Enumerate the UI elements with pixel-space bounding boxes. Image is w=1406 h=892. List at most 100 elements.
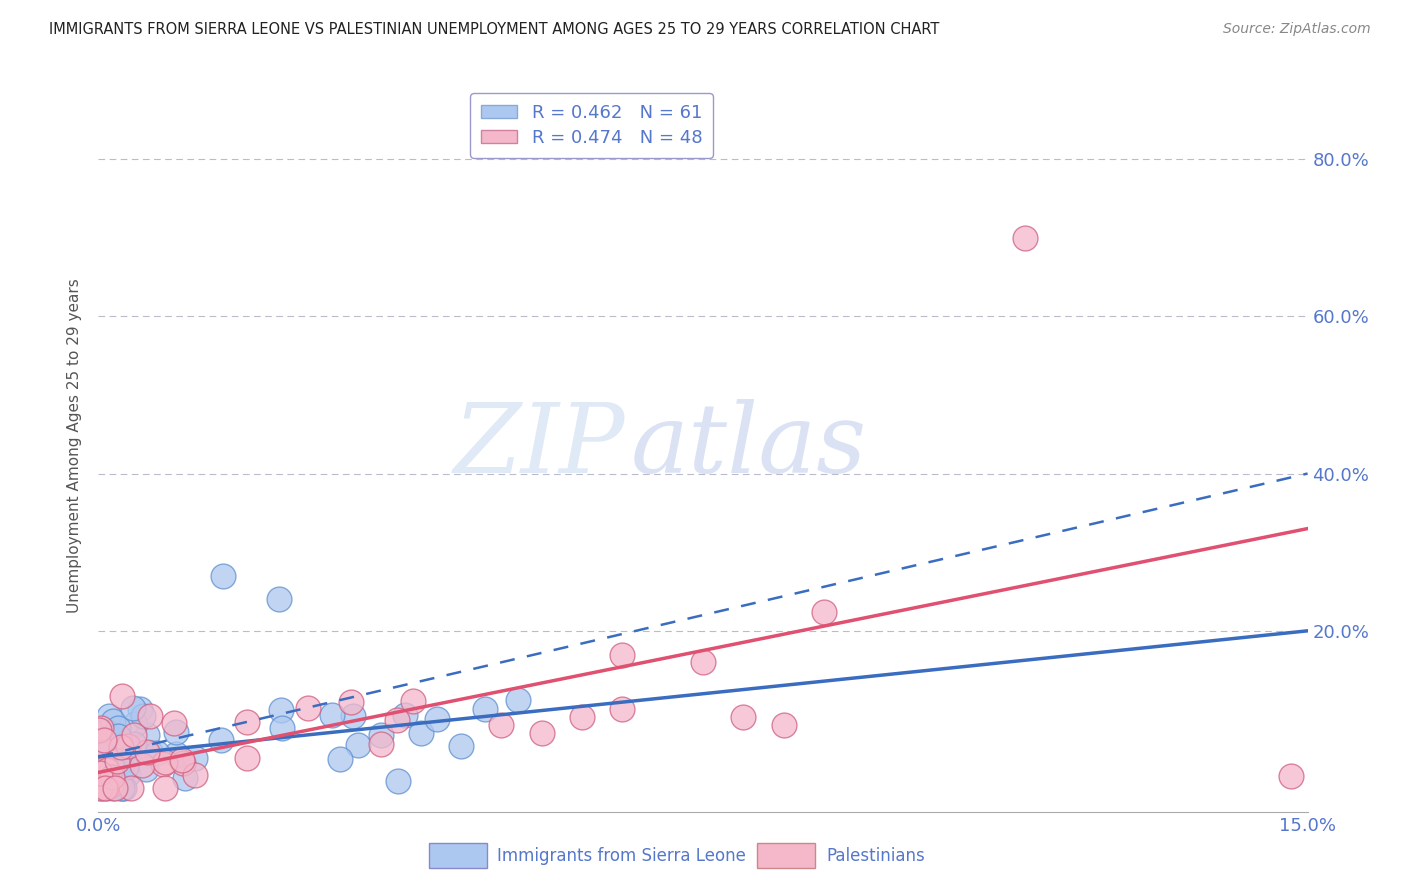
Text: Source: ZipAtlas.com: Source: ZipAtlas.com	[1223, 22, 1371, 37]
Point	[772, 718, 794, 732]
Point	[270, 703, 292, 717]
Point	[101, 714, 124, 729]
Point	[110, 756, 132, 770]
Point	[340, 695, 363, 709]
Point	[124, 716, 146, 731]
Point	[211, 568, 233, 582]
Point	[236, 715, 259, 730]
Text: atlas: atlas	[630, 399, 866, 493]
Point	[104, 781, 127, 796]
Point	[450, 739, 472, 754]
Point	[122, 738, 145, 752]
Point	[530, 726, 553, 740]
Point	[89, 777, 111, 791]
Point	[105, 742, 128, 756]
Point	[342, 709, 364, 723]
Point	[107, 741, 129, 756]
Point	[94, 724, 117, 739]
Point	[474, 701, 496, 715]
Point	[89, 766, 111, 780]
Point	[122, 700, 145, 714]
Point	[105, 754, 128, 768]
Point	[146, 746, 169, 760]
Point	[173, 771, 195, 785]
Point	[163, 716, 186, 731]
Point	[108, 732, 131, 747]
Point	[97, 744, 120, 758]
Point	[402, 694, 425, 708]
Point	[271, 721, 294, 735]
Point	[103, 757, 125, 772]
Point	[153, 755, 176, 769]
Text: Palestinians: Palestinians	[827, 847, 925, 864]
Point	[236, 750, 259, 764]
Point	[385, 713, 408, 727]
Point	[152, 757, 174, 772]
Point	[89, 723, 111, 737]
Point	[100, 778, 122, 792]
Point	[124, 728, 146, 742]
Point	[370, 737, 392, 751]
Point	[94, 761, 117, 775]
Point	[733, 710, 755, 724]
Point	[347, 738, 370, 752]
Point	[98, 709, 121, 723]
Point	[813, 605, 835, 619]
Point	[90, 781, 112, 796]
Legend: R = 0.462   N = 61, R = 0.474   N = 48: R = 0.462 N = 61, R = 0.474 N = 48	[470, 93, 713, 158]
Point	[211, 732, 233, 747]
Point	[103, 756, 125, 771]
Point	[135, 745, 157, 759]
Point	[101, 760, 124, 774]
Point	[135, 762, 157, 776]
Y-axis label: Unemployment Among Ages 25 to 29 years: Unemployment Among Ages 25 to 29 years	[67, 278, 83, 614]
Point	[111, 689, 134, 703]
Point	[1281, 769, 1303, 783]
Point	[90, 721, 112, 735]
FancyBboxPatch shape	[758, 843, 815, 868]
Point	[110, 781, 132, 796]
Point	[165, 747, 187, 762]
Point	[120, 780, 142, 795]
Point	[267, 592, 290, 607]
Point	[93, 733, 115, 747]
Point	[112, 781, 135, 796]
Point	[612, 648, 634, 662]
Point	[94, 781, 117, 796]
Point	[90, 767, 112, 781]
Point	[97, 730, 120, 744]
Point	[165, 725, 187, 739]
Point	[112, 745, 135, 759]
Point	[107, 729, 129, 743]
Point	[131, 758, 153, 772]
Point	[139, 747, 162, 761]
Point	[321, 708, 343, 723]
Point	[114, 759, 136, 773]
Point	[111, 781, 134, 796]
Text: ZIP: ZIP	[453, 399, 624, 493]
Point	[370, 728, 392, 742]
Point	[329, 751, 352, 765]
Point	[100, 770, 122, 784]
Point	[394, 707, 416, 722]
Point	[297, 700, 319, 714]
Point	[110, 739, 132, 754]
Point	[107, 722, 129, 736]
Text: Immigrants from Sierra Leone: Immigrants from Sierra Leone	[498, 847, 747, 864]
Point	[117, 739, 139, 753]
Point	[506, 693, 529, 707]
Point	[170, 753, 193, 767]
Point	[153, 781, 176, 796]
Point	[184, 751, 207, 765]
Point	[91, 734, 114, 748]
Point	[692, 656, 714, 670]
Point	[96, 764, 118, 778]
FancyBboxPatch shape	[429, 843, 486, 868]
Text: IMMIGRANTS FROM SIERRA LEONE VS PALESTINIAN UNEMPLOYMENT AMONG AGES 25 TO 29 YEA: IMMIGRANTS FROM SIERRA LEONE VS PALESTIN…	[49, 22, 939, 37]
Point	[108, 733, 131, 747]
Point	[103, 780, 125, 795]
Point	[94, 777, 117, 791]
Point	[491, 718, 513, 732]
Point	[571, 710, 593, 724]
Point	[107, 748, 129, 763]
